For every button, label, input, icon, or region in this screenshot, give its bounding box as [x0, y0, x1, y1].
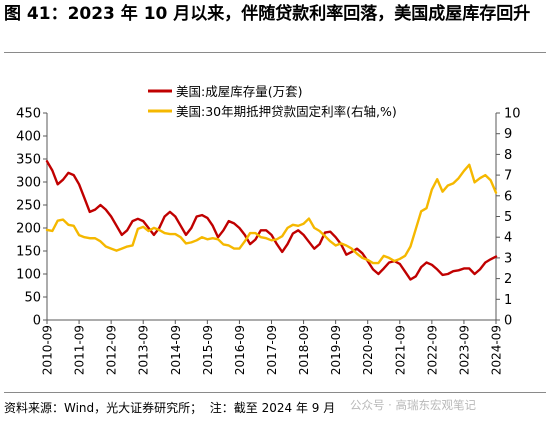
right-axis-tick-label: 0: [504, 314, 512, 329]
x-axis-tick-label: 2016-09: [233, 325, 247, 375]
left-axis-tick-label: 150: [16, 245, 41, 260]
right-axis-tick-label: 10: [504, 107, 521, 122]
chart-title: 图 41：2023 年 10 月以来，伴随贷款利率回落，美国成屋库存回升: [4, 4, 531, 24]
x-axis-tick-label: 2019-09: [329, 325, 343, 375]
right-axis-tick-label: 9: [504, 127, 512, 142]
right-axis-tick-label: 6: [504, 189, 512, 204]
x-axis-tick-label: 2012-09: [105, 325, 119, 375]
legend-label-inventory: 美国:成屋库存量(万套): [176, 84, 302, 99]
source-note: 资料来源：Wind，光大证券研究所； 注：截至 2024 年 9 月: [4, 401, 336, 415]
series-line-inventory: [45, 160, 498, 281]
x-axis-tick-label: 2010-09: [41, 325, 55, 375]
left-axis-tick-label: 250: [16, 199, 41, 214]
x-axis-tick-label: 2018-09: [297, 325, 311, 375]
left-axis-tick-label: 0: [33, 314, 41, 329]
x-axis-tick-label: 2020-09: [361, 325, 375, 375]
x-axis-tick-label: 2023-09: [457, 325, 471, 375]
right-axis-tick-label: 2: [504, 272, 512, 287]
legend-label-mortgage: 美国:30年期抵押贷款固定利率(右轴,%): [176, 104, 397, 119]
axes-layer: 0 50 100 150 200 250 300 350 400 450 0 1 2 3 4 5 6 7 8 9 10 2…: [16, 107, 520, 376]
x-axis-tick-label: 2022-09: [425, 325, 439, 375]
series-layer: [45, 160, 498, 281]
right-axis-tick-label: 4: [504, 231, 512, 246]
x-axis-tick-label: 2015-09: [201, 325, 215, 375]
x-axis-tick-label: 2013-09: [137, 325, 151, 375]
right-axis-tick-label: 3: [504, 251, 512, 266]
x-axis-tick-label: 2011-09: [73, 325, 87, 375]
right-axis-tick-label: 8: [504, 148, 512, 163]
left-axis-tick-label: 400: [16, 130, 41, 145]
legend: 美国:成屋库存量(万套) 美国:30年期抵押贷款固定利率(右轴,%): [148, 84, 397, 119]
watermark: 公众号 · 高瑞东宏观笔记: [350, 398, 476, 412]
left-axis-tick-label: 100: [16, 268, 41, 283]
right-axis-tick-label: 5: [504, 210, 512, 225]
x-axis-tick-label: 2014-09: [169, 325, 183, 375]
x-axis-tick-label: 2017-09: [265, 325, 279, 375]
title-divider: [4, 52, 546, 53]
left-axis-tick-label: 200: [16, 222, 41, 237]
x-axis-tick-label: 2024-09: [490, 325, 504, 375]
left-axis-tick-label: 300: [16, 176, 41, 191]
left-axis-tick-label: 350: [16, 153, 41, 168]
right-axis-tick-label: 7: [504, 169, 512, 184]
x-axis-tick-label: 2021-09: [393, 325, 407, 375]
footer-divider: [4, 392, 546, 393]
series-line-mortgage: [45, 163, 498, 265]
right-axis-tick-label: 1: [504, 293, 512, 308]
left-axis-tick-label: 450: [16, 107, 41, 122]
left-axis-tick-label: 50: [24, 291, 41, 306]
